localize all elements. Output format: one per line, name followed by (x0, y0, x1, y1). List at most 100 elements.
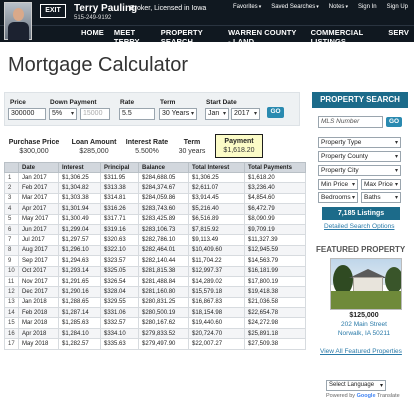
cell-balance: $279,497.90 (138, 338, 189, 350)
cell-interest: $1,300.49 (58, 213, 101, 225)
term-summary-value: 30 years (178, 148, 206, 155)
cell-date: Jan 2017 (18, 171, 59, 184)
down-payment-input[interactable]: 15000 (80, 108, 110, 120)
table-row: 1 Jan 2017 $1,306.25 $311.95 $284,688.05 $1,3… (4, 171, 306, 184)
notes-link[interactable]: Notes▾ (328, 4, 348, 10)
cell-total-interest: $11,704.22 (188, 255, 245, 267)
cell-total-payments: $17,800.19 (244, 275, 306, 288)
cell-total-interest: $12,997.37 (188, 265, 245, 277)
featured-street[interactable]: 202 Main Street (341, 321, 387, 328)
cell-index: 17 (4, 338, 19, 350)
payment-value: $1,618.20 (223, 147, 255, 154)
price-input[interactable]: 300000 (8, 108, 46, 120)
featured-price: $125,000 (349, 312, 379, 319)
cell-interest: $1,303.38 (58, 192, 101, 205)
bedrooms-select[interactable]: Bedrooms (318, 192, 358, 203)
cell-total-payments: $21,036.58 (244, 296, 306, 309)
cell-interest: $1,293.14 (58, 265, 101, 277)
cell-principal: $329.55 (100, 296, 139, 309)
sign-in-link[interactable]: Sign In (357, 4, 377, 10)
cell-total-payments: $16,181.99 (244, 265, 306, 277)
term-label: Term (160, 99, 176, 106)
featured-property-photo[interactable] (330, 258, 402, 310)
cell-date: Mar 2017 (18, 192, 59, 205)
term-select[interactable]: 30 Years (159, 108, 197, 120)
start-month-select[interactable]: Jan (205, 108, 229, 120)
table-row: 9 Sep 2017 $1,294.63 $323.57 $282,140.44 $11,… (4, 255, 306, 267)
cell-date: Oct 2017 (18, 265, 59, 277)
listings-count-button[interactable]: 7,185 Listings (322, 207, 400, 220)
cell-total-interest: $22,007.27 (188, 338, 245, 350)
cell-date: Nov 2017 (18, 275, 59, 288)
cell-principal: $319.16 (100, 223, 139, 236)
table-row: 12 Dec 2017 $1,290.16 $328.04 $281,160.80 $15… (4, 286, 306, 298)
featured-city[interactable]: Norwalk, IA 50211 (337, 330, 391, 337)
cell-balance: $280,500.19 (138, 307, 189, 319)
cell-principal: $328.04 (100, 286, 139, 298)
property-county-select[interactable]: Property County (318, 151, 401, 162)
nav-warren-county-land[interactable]: WARREN COUNTY - LAND (228, 28, 297, 46)
table-body: 1 Jan 2017 $1,306.25 $311.95 $284,688.05 $1,3… (4, 171, 306, 350)
property-search-button[interactable]: PROPERTY SEARCH (312, 92, 408, 108)
table-row: 6 Jun 2017 $1,299.04 $319.16 $283,106.73 $7,8… (4, 223, 306, 236)
saved-searches-link[interactable]: Saved Searches▾ (271, 4, 319, 10)
cell-index: 13 (4, 296, 19, 309)
cell-total-interest: $20,724.70 (188, 327, 245, 340)
interest-rate-value: 5.500% (135, 148, 159, 155)
nav-property-search[interactable]: PROPERTY SEARCH (160, 28, 203, 46)
start-year-select[interactable]: 2017 (231, 108, 260, 120)
purchase-price-value: $300,000 (19, 148, 49, 155)
price-label: Price (10, 99, 26, 106)
cell-balance: $281,160.80 (138, 286, 189, 298)
agent-title: Broker, Licensed in Iowa (130, 5, 207, 12)
cell-interest: $1,291.65 (58, 275, 101, 288)
nav-meet-terry[interactable]: MEET TERRY (113, 28, 140, 46)
max-price-select[interactable]: Max Price (361, 179, 401, 190)
down-percent-select[interactable]: 5% (49, 108, 77, 120)
cell-date: Feb 2018 (18, 307, 59, 319)
property-city-select[interactable]: Property City (318, 165, 401, 176)
cell-total-payments: $27,509.38 (244, 338, 306, 350)
cell-index: 3 (4, 192, 19, 205)
cell-principal: $316.26 (100, 203, 139, 215)
cell-interest: $1,288.65 (58, 296, 101, 309)
cell-total-payments: $11,327.39 (244, 234, 306, 246)
cell-interest: $1,285.63 (58, 317, 101, 329)
calculate-go-button[interactable]: GO (267, 107, 284, 118)
cell-total-payments: $25,891.18 (244, 327, 306, 340)
cell-interest: $1,284.10 (58, 327, 101, 340)
baths-select[interactable]: Baths (361, 192, 401, 203)
cell-principal: $323.57 (100, 255, 139, 267)
nav-commercial-listings[interactable]: COMMERCIAL LISTINGS (310, 28, 364, 46)
view-all-featured-link[interactable]: View All Featured Properties (320, 348, 402, 355)
cell-total-payments: $12,945.59 (244, 244, 306, 257)
min-price-select[interactable]: Min Price (318, 179, 358, 190)
cell-total-interest: $16,867.83 (188, 296, 245, 309)
main-nav (0, 25, 414, 42)
detailed-search-link[interactable]: Detailed Search Options (324, 223, 395, 230)
chevron-down-icon: ▾ (258, 4, 262, 10)
top-bar (0, 0, 414, 25)
cell-total-payments: $24,272.98 (244, 317, 306, 329)
nav-home[interactable]: HOME (81, 28, 104, 37)
rate-label: Rate (120, 99, 135, 106)
cell-interest: $1,294.63 (58, 255, 101, 267)
purchase-price-label: Purchase Price (8, 139, 60, 146)
cell-principal: $332.57 (100, 317, 139, 329)
cell-date: Aug 2017 (18, 244, 59, 257)
cell-date: Sep 2017 (18, 255, 59, 267)
mls-go-button[interactable]: GO (386, 117, 402, 127)
property-type-select[interactable]: Property Type (318, 137, 401, 148)
cell-interest: $1,282.57 (58, 338, 101, 350)
rate-input[interactable]: 5.5 (119, 108, 155, 120)
brand-logo[interactable]: EXIT (40, 4, 66, 18)
favorites-link[interactable]: Favorites▾ (233, 4, 262, 10)
cell-principal: $314.81 (100, 192, 139, 205)
language-select[interactable]: Select Language (326, 380, 386, 391)
mls-number-input[interactable]: MLS Number (318, 116, 383, 128)
chevron-down-icon: ▾ (345, 4, 348, 10)
nav-services[interactable]: SERV (388, 28, 409, 37)
nav-items: HOME MEET TERRY PROPERTY SEARCH WARREN C… (76, 28, 414, 46)
sign-up-link[interactable]: Sign Up (386, 4, 408, 10)
interest-rate-label: Interest Rate (125, 139, 169, 146)
